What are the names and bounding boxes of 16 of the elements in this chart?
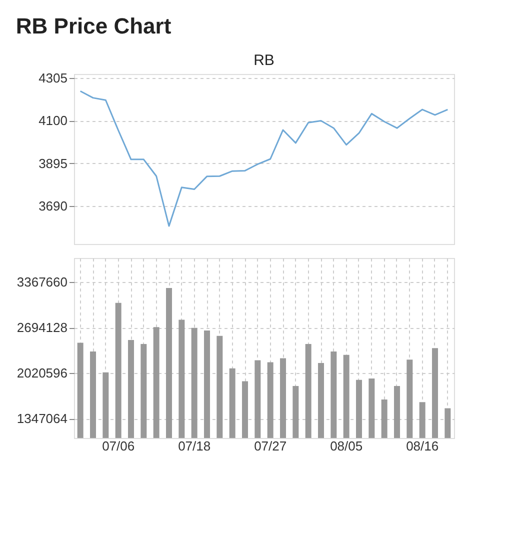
- y-tick-label: 3367660: [16, 274, 68, 290]
- x-tick-label: 08/16: [406, 438, 439, 454]
- x-tick-label: 07/18: [178, 438, 211, 454]
- chart-subtitle: RB: [254, 52, 274, 69]
- line-series: [80, 90, 448, 227]
- x-tick-label: 07/27: [254, 438, 287, 454]
- x-tick-label: 07/06: [102, 438, 135, 454]
- y-tick-label: 3895: [38, 156, 68, 171]
- y-tick-label: 1347064: [16, 411, 68, 426]
- y-tick-label: 2020596: [16, 366, 68, 381]
- y-tick-label: 4100: [38, 113, 68, 128]
- x-tick-label: 08/05: [330, 438, 363, 454]
- y-tick-label: 2694128: [16, 320, 68, 336]
- y-tick-label: 4305: [38, 70, 68, 86]
- chart-title: RB Price Chart: [16, 13, 172, 38]
- y-tick-label: 3690: [38, 198, 68, 214]
